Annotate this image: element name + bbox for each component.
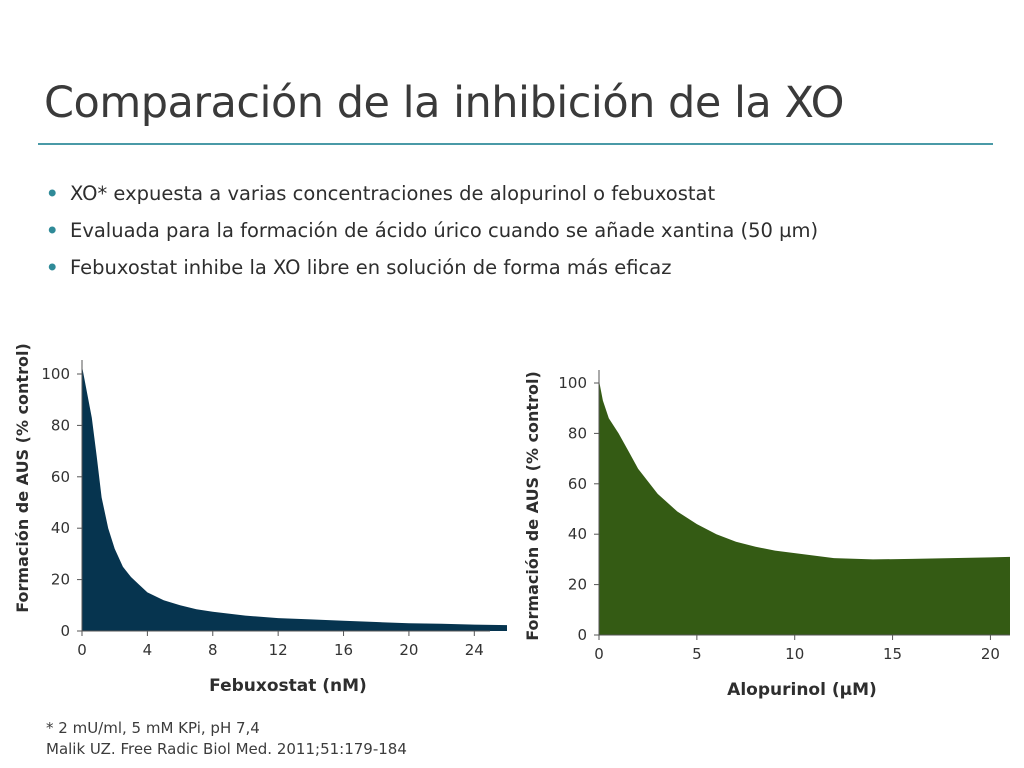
febuxostat-x-tick-label: 12: [269, 641, 288, 659]
alopurinol-x-tick-label: 15: [883, 645, 902, 663]
febuxostat-area-series: [82, 366, 507, 631]
febuxostat-y-tick-label: 80: [51, 416, 70, 434]
alopurinol-x-tick-label: 5: [692, 645, 702, 663]
slide-title: Comparación de la inhibición de la XO: [44, 78, 845, 128]
febuxostat-x-axis-label: Febuxostat (nM): [209, 676, 367, 696]
febuxostat-y-tick-label: 20: [51, 571, 70, 589]
footnote-reference: Malik UZ. Free Radic Biol Med. 2011;51:1…: [46, 740, 407, 758]
febuxostat-x-tick-label: 4: [143, 641, 153, 659]
febuxostat-x-tick-label: 0: [77, 641, 87, 659]
alopurinol-chart-svg: 0 20 40 60 80 100 0 5 10 15 20 Alopurinol (µM) Forma…: [523, 370, 1010, 700]
alopurinol-x-axis-label: Alopurinol (µM): [727, 680, 877, 700]
bullet-text: XO* expuesta a varias concentraciones de…: [70, 182, 716, 205]
alopurinol-y-axis-label: Formación de AUS (% control): [523, 371, 542, 641]
footnotes: * 2 mU/ml, 5 mM KPi, pH 7,4 Malik UZ. Fr…: [46, 718, 407, 760]
alopurinol-x-tick-label: 20: [981, 645, 1000, 663]
bullet-list: • XO* expuesta a varias concentraciones d…: [46, 182, 818, 293]
alopurinol-y-tick-label: 60: [568, 475, 587, 493]
febuxostat-y-tick-label: 40: [51, 519, 70, 537]
alopurinol-y-tick-label: 40: [568, 525, 587, 543]
alopurinol-y-tick-label: 20: [568, 576, 587, 594]
febuxostat-chart-svg: 0 20 40 60 80 100 0 4 8 12 16 20 24 Febuxostat (nM) Fo…: [13, 343, 507, 696]
febuxostat-x-tick-label: 8: [208, 641, 218, 659]
title-underline: [38, 143, 993, 145]
febuxostat-x-tick-label: 16: [334, 641, 353, 659]
alopurinol-y-tick-label: 0: [577, 626, 587, 644]
alopurinol-y-tick-label: 80: [568, 424, 587, 442]
alopurinol-area-series: [599, 380, 1010, 635]
febuxostat-y-axis-label: Formación de AUS (% control): [13, 343, 32, 613]
bullet-text: Febuxostat inhibe la XO libre en solució…: [70, 256, 672, 279]
alopurinol-chart: 0 20 40 60 80 100 0 5 10 15 20 Alopurinol (µM) Forma…: [510, 330, 1024, 710]
alopurinol-y-tick-label: 100: [558, 374, 587, 392]
bullet-dot-icon: •: [46, 182, 59, 205]
footnote-conditions: * 2 mU/ml, 5 mM KPi, pH 7,4: [46, 719, 260, 737]
febuxostat-y-tick-label: 0: [60, 622, 70, 640]
alopurinol-x-tick-label: 0: [594, 645, 604, 663]
bullet-dot-icon: •: [46, 219, 59, 242]
febuxostat-y-tick-label: 100: [41, 365, 70, 383]
bullet-dot-icon: •: [46, 256, 59, 279]
alopurinol-x-tick-label: 10: [785, 645, 804, 663]
bullet-item: • Evaluada para la formación de ácido úri…: [46, 219, 818, 256]
bullet-text: Evaluada para la formación de ácido úric…: [70, 219, 819, 242]
febuxostat-x-tick-label: 24: [465, 641, 484, 659]
bullet-item: • XO* expuesta a varias concentraciones d…: [46, 182, 818, 219]
febuxostat-x-tick-label: 20: [399, 641, 418, 659]
febuxostat-y-tick-label: 60: [51, 468, 70, 486]
febuxostat-chart: 0 20 40 60 80 100 0 4 8 12 16 20 24 Febuxostat (nM) Fo…: [0, 330, 510, 710]
bullet-item: • Febuxostat inhibe la XO libre en soluci…: [46, 256, 818, 293]
